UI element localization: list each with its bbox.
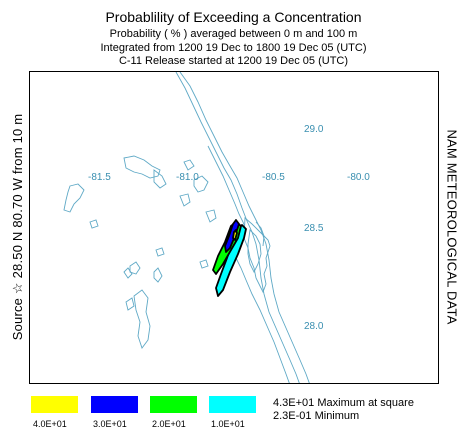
- release-source-marker: [234, 229, 238, 233]
- lon-label-81-0: -81.0: [176, 172, 199, 183]
- lake-a: [153, 169, 167, 189]
- legend-swatch-10: [209, 396, 256, 413]
- lake-m: [153, 267, 163, 283]
- map-panel: [29, 71, 439, 384]
- legend-label-10: 1.0E+01: [211, 419, 245, 429]
- lon-label-80-5: -80.5: [262, 172, 285, 183]
- lake-george: [123, 155, 161, 179]
- lake-e: [179, 193, 191, 207]
- legend-label-20: 2.0E+01: [152, 419, 186, 429]
- map-title: Probablility of Exceeding a Concentratio…: [105, 9, 362, 25]
- legend-label-30: 3.0E+01: [93, 419, 127, 429]
- legend-swatch-20: [150, 396, 197, 413]
- plume-30pct: [224, 219, 240, 253]
- lat-label-29-0: 29.0: [304, 124, 324, 135]
- lon-label-80-0: -80.0: [347, 172, 370, 183]
- lon-label-81-5: -81.5: [88, 172, 111, 183]
- legend-swatch-30: [91, 396, 138, 413]
- lake-d: [193, 175, 209, 193]
- met-data-label: NAM METEOROLOGICAL DATA: [444, 129, 460, 325]
- legend-swatch-40: [31, 396, 78, 413]
- lake-j: [155, 247, 165, 257]
- maximum-value: 4.3E+01 Maximum at square: [273, 397, 414, 409]
- integration-subtitle: Integrated from 1200 19 Dec to 1800 19 D…: [100, 42, 367, 54]
- averaging-subtitle: Probability ( % ) averaged between 0 m a…: [109, 28, 358, 40]
- coastline-inner: [175, 72, 300, 383]
- source-location-label: Source ☆ 28.50 N 80.70 W from 10 m: [10, 113, 25, 341]
- release-subtitle: C-11 Release started at 1200 19 Dec 05 (…: [118, 55, 349, 67]
- merritt-island: [247, 229, 262, 274]
- lake-g: [129, 261, 141, 275]
- lake-h: [123, 267, 133, 279]
- lake-l: [125, 297, 135, 311]
- lake-kissimmee: [133, 289, 151, 349]
- legend-label-40: 4.0E+01: [33, 419, 67, 429]
- lake-k: [199, 259, 209, 269]
- lake-c: [183, 159, 195, 171]
- banana-river: [255, 221, 265, 247]
- lake-f: [205, 209, 217, 223]
- map-canvas: [63, 72, 310, 383]
- lake-i: [89, 219, 99, 229]
- plume-contours: [212, 219, 247, 297]
- lat-label-28-5: 28.5: [304, 223, 324, 234]
- lake-b: [63, 183, 85, 213]
- lat-label-28-0: 28.0: [304, 321, 324, 332]
- minimum-value: 2.3E-01 Minimum: [273, 410, 360, 422]
